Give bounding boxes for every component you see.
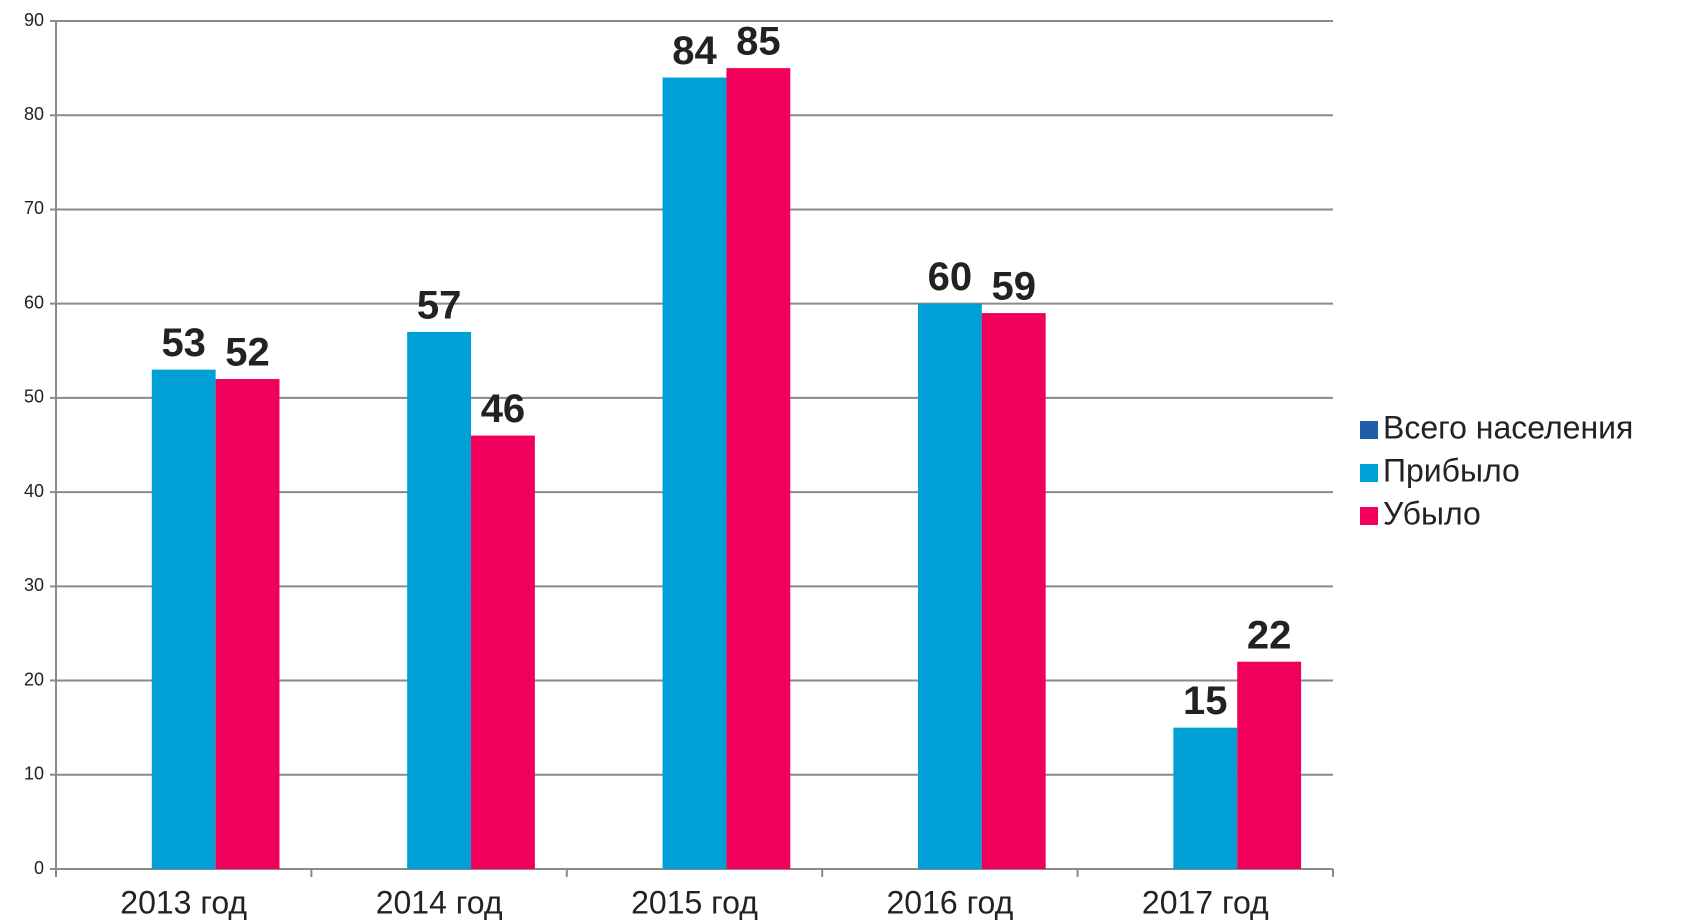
x-tick-label: 2017 год bbox=[1142, 884, 1269, 920]
data-label: 84 bbox=[672, 29, 717, 73]
bar bbox=[1237, 661, 1302, 869]
bar bbox=[407, 331, 472, 869]
legend-label: Прибыло bbox=[1383, 452, 1520, 488]
legend-swatch bbox=[1360, 421, 1378, 439]
data-label: 22 bbox=[1247, 613, 1292, 657]
y-tick-label: 40 bbox=[24, 481, 44, 501]
y-tick-label: 80 bbox=[24, 104, 44, 124]
data-label: 53 bbox=[161, 321, 206, 365]
data-label: 52 bbox=[225, 331, 270, 375]
legend-label: Убыло bbox=[1383, 495, 1481, 531]
x-tick-label: 2014 год bbox=[376, 884, 503, 920]
y-tick-label: 30 bbox=[24, 575, 44, 595]
legend-swatch bbox=[1360, 507, 1378, 525]
y-tick-label: 60 bbox=[24, 292, 44, 312]
bar bbox=[471, 435, 535, 869]
data-label: 15 bbox=[1183, 679, 1228, 723]
bar bbox=[1173, 727, 1238, 869]
bar bbox=[662, 77, 727, 870]
y-tick-label: 90 bbox=[24, 10, 44, 30]
x-tick-label: 2015 год bbox=[631, 884, 758, 920]
data-label: 85 bbox=[736, 20, 781, 64]
bar bbox=[917, 303, 982, 870]
data-label: 57 bbox=[417, 283, 462, 327]
legend-label: Всего населения bbox=[1383, 409, 1633, 445]
data-label: 60 bbox=[928, 255, 973, 299]
y-tick-label: 10 bbox=[24, 764, 44, 784]
bar bbox=[215, 379, 280, 869]
x-tick-label: 2013 год bbox=[120, 884, 247, 920]
y-tick-label: 70 bbox=[24, 198, 44, 218]
y-tick-label: 50 bbox=[24, 387, 44, 407]
data-label: 46 bbox=[481, 387, 526, 431]
y-tick-label: 0 bbox=[34, 858, 44, 878]
data-label: 59 bbox=[992, 265, 1037, 309]
bar bbox=[151, 369, 216, 869]
bar bbox=[726, 68, 791, 870]
bar bbox=[981, 313, 1046, 870]
y-tick-label: 20 bbox=[24, 669, 44, 689]
legend-swatch bbox=[1360, 464, 1378, 482]
x-tick-label: 2016 год bbox=[886, 884, 1013, 920]
